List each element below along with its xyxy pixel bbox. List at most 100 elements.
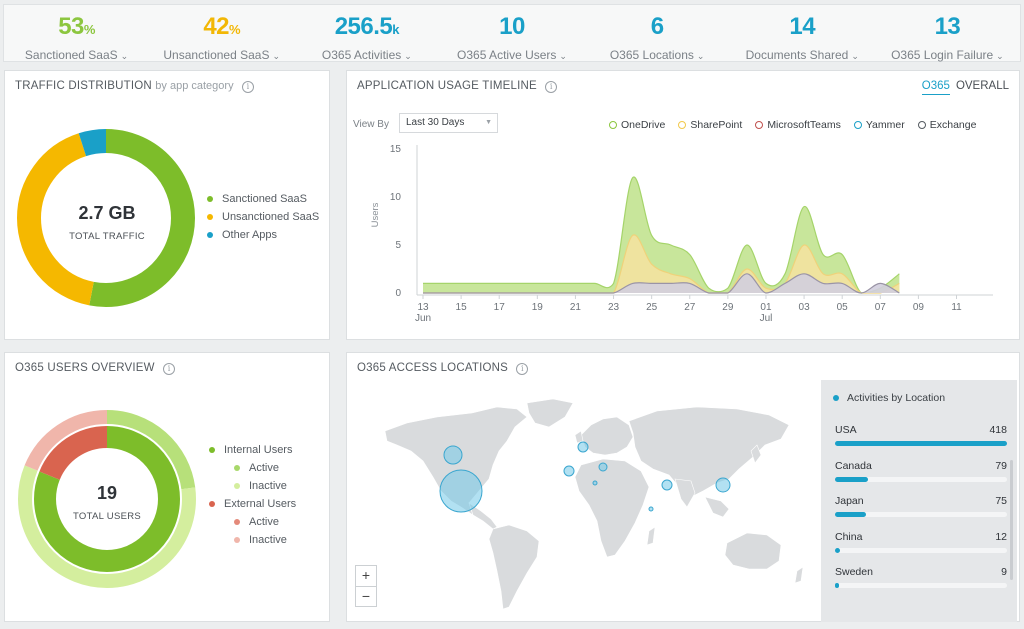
location-row[interactable]: China 12 (835, 531, 1007, 553)
legend-dot-icon (207, 232, 213, 238)
legend-item[interactable]: Internal Users (209, 441, 296, 459)
traffic-total-label: TOTAL TRAFFIC (69, 231, 145, 242)
timeline-legend-item[interactable]: SharePoint (678, 119, 742, 131)
legend-ring-icon (678, 121, 687, 129)
chevron-down-icon[interactable]: ⌄ (272, 51, 281, 61)
series-line-exchange (422, 273, 900, 294)
map-australia (724, 532, 782, 570)
outer-internal-active[interactable] (18, 410, 196, 588)
timeline-legend-item[interactable]: MicrosoftTeams (755, 119, 841, 131)
month-label: Jul (760, 313, 773, 324)
users-donut[interactable] (17, 409, 197, 589)
legend-label: MicrosoftTeams (767, 119, 841, 131)
location-bar-fill (835, 547, 841, 553)
x-tick-label: 01 (760, 302, 772, 313)
legend-item[interactable]: External Users (209, 495, 296, 513)
chevron-down-icon[interactable]: ⌄ (120, 51, 129, 61)
kpi-item[interactable]: 256.5k O365 Activities ⌄ (294, 5, 439, 63)
location-row[interactable]: Sweden 9 (835, 566, 1007, 588)
chevron-down-icon[interactable]: ⌄ (851, 51, 859, 61)
tab-overall[interactable]: OVERALL (955, 80, 1009, 92)
chevron-down-icon[interactable]: ⌄ (559, 51, 567, 61)
kpi-label: O365 Activities ⌄ (294, 48, 439, 62)
kpi-unit: % (83, 22, 96, 37)
donut-other[interactable] (17, 129, 195, 307)
info-icon[interactable]: i (516, 363, 529, 375)
info-icon[interactable]: i (241, 81, 254, 93)
donut-unsanctioned[interactable] (17, 129, 195, 307)
kpi-item[interactable]: 6 O365 Locations ⌄ (585, 5, 730, 63)
view-by-label: View By (353, 119, 389, 130)
tab-o365[interactable]: O365 (921, 80, 950, 95)
bubble-india[interactable] (648, 506, 654, 512)
kpi-item[interactable]: 14 Documents Shared ⌄ (730, 5, 875, 63)
timeline-tabs: O365 OVERALL (921, 80, 1009, 95)
legend-item[interactable]: Inactive (209, 531, 296, 549)
legend-item[interactable]: Active (209, 513, 296, 531)
chevron-down-icon[interactable]: ⌄ (996, 51, 1004, 61)
legend-item[interactable]: Other Apps (207, 226, 319, 244)
legend-label: SharePoint (690, 119, 743, 131)
kpi-item[interactable]: 53% Sanctioned SaaS ⌄ (4, 5, 149, 63)
info-icon[interactable]: i (545, 81, 558, 93)
zoom-out-button[interactable]: − (356, 586, 376, 606)
legend-item[interactable]: Active (209, 459, 296, 477)
panel-scrollbar[interactable] (1010, 460, 1013, 580)
bubble-uk[interactable] (563, 465, 575, 477)
kpi-label-text: Documents Shared (745, 48, 849, 62)
world-map[interactable] (377, 395, 817, 617)
bubble-japan[interactable] (715, 477, 731, 493)
series-area-sharepoint[interactable] (423, 234, 900, 293)
panel-title: Activities by Location (833, 392, 945, 404)
map-madagascar (646, 526, 656, 546)
x-tick-label: 17 (494, 302, 506, 313)
map-africa (574, 458, 650, 558)
timeline-legend-item[interactable]: Yammer (853, 119, 905, 131)
timeline-legend-item[interactable]: Exchange (917, 119, 976, 131)
bubble-china[interactable] (661, 479, 673, 491)
series-line-onedrive (422, 176, 900, 294)
chevron-down-icon[interactable]: ⌄ (696, 51, 705, 61)
x-tick-label: 09 (913, 302, 925, 313)
bubble-canada[interactable] (443, 445, 463, 465)
view-by-select[interactable]: Last 30 Days ▼ (399, 113, 498, 133)
legend-dot-icon (234, 537, 240, 543)
bubble-europe[interactable] (598, 462, 608, 472)
location-bar-fill (835, 512, 866, 517)
bubble-usa[interactable] (439, 469, 483, 513)
timeline-legend-item[interactable]: OneDrive (609, 119, 665, 131)
location-bar-track (835, 583, 1007, 588)
chevron-down-icon[interactable]: ⌄ (404, 51, 412, 61)
kpi-item[interactable]: 10 O365 Active Users ⌄ (439, 5, 584, 63)
kpi-item[interactable]: 42% Unsanctioned SaaS ⌄ (149, 5, 294, 63)
info-icon[interactable]: i (163, 363, 176, 375)
traffic-donut[interactable] (17, 129, 195, 307)
map-zoom-controls: + − (355, 565, 377, 607)
inner-external[interactable] (34, 426, 180, 572)
location-row[interactable]: Canada 79 (835, 460, 1007, 482)
location-bar-track (835, 441, 1007, 446)
kpi-label: Sanctioned SaaS ⌄ (4, 48, 149, 62)
x-tick-label: 07 (875, 302, 887, 313)
bubble-sweden[interactable] (577, 441, 589, 453)
kpi-unit: % (229, 22, 241, 37)
bubble-small[interactable] (592, 480, 598, 486)
location-row[interactable]: Japan 75 (835, 495, 1007, 517)
legend-item[interactable]: Sanctioned SaaS (207, 190, 319, 208)
legend-item[interactable]: Unsanctioned SaaS (207, 208, 319, 226)
timeline-title: APPLICATION USAGE TIMELINE (357, 80, 537, 92)
location-row[interactable]: USA 418 (835, 424, 1007, 446)
legend-item[interactable]: Inactive (209, 477, 296, 495)
zoom-in-button[interactable]: + (361, 567, 371, 583)
y-tick-label: 0 (395, 288, 401, 299)
location-bar-track (835, 476, 1007, 482)
kpi-value: 10 (499, 13, 525, 40)
outer-internal-inactive[interactable] (18, 410, 196, 588)
map-asia (628, 406, 790, 498)
traffic-subtitle: by app category (155, 80, 234, 92)
usage-timeline-card: APPLICATION USAGE TIMELINE i O365 OVERAL… (346, 70, 1020, 340)
legend-dot-icon (209, 501, 215, 507)
kpi-item[interactable]: 13 O365 Login Failure ⌄ (875, 5, 1020, 63)
x-tick-label: 25 (646, 302, 658, 313)
traffic-title: TRAFFIC DISTRIBUTION (15, 80, 152, 92)
